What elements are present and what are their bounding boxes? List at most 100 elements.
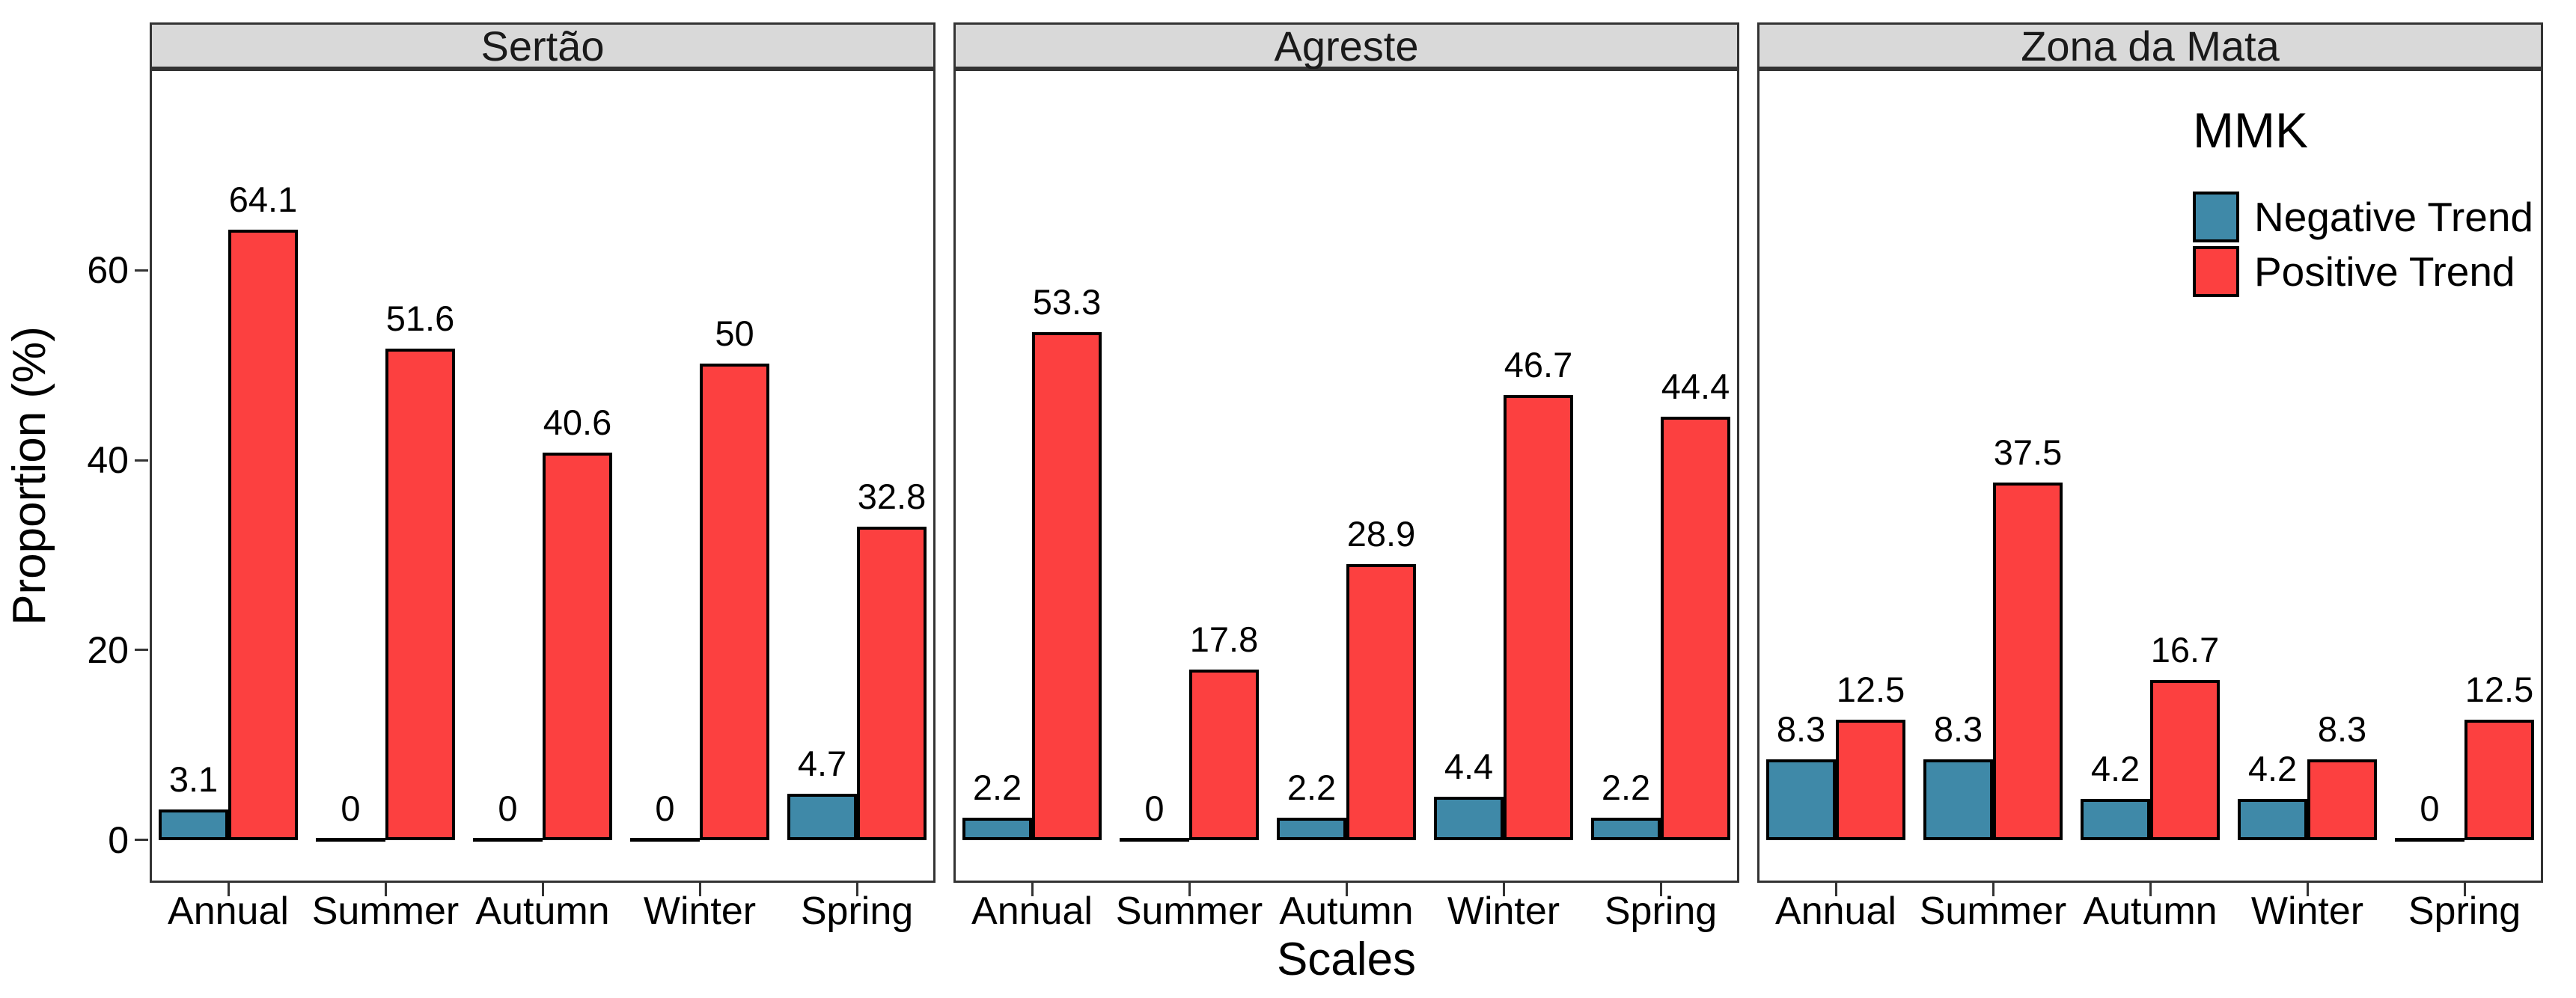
legend-key-negative-trend <box>2193 192 2239 242</box>
bar-value-label: 8.3 <box>2317 709 2367 750</box>
bar-value-label: 37.5 <box>1993 432 2063 472</box>
facet-strip-label: Zona da Mata <box>2021 22 2280 70</box>
bar-negative-trend <box>2081 798 2150 840</box>
x-tick-mark <box>541 883 544 896</box>
x-tick-mark <box>855 883 858 896</box>
bar-value-label: 4.2 <box>2090 748 2140 789</box>
bar-value-label: 17.8 <box>1189 619 1259 659</box>
bar-value-label: 40.6 <box>543 402 612 443</box>
facet-strip-agreste: Agreste <box>953 22 1739 69</box>
bar-value-label: 12.5 <box>2464 670 2534 710</box>
x-axis-title: Scales <box>1276 934 1417 985</box>
x-category-label: Annual <box>971 890 1093 933</box>
x-category-label: Annual <box>1775 890 1896 933</box>
x-category-label: Autumn <box>475 890 610 933</box>
x-tick-mark <box>698 883 701 896</box>
legend-label-negative-trend: Negative Trend <box>2254 194 2533 240</box>
bar-value-label: 64.1 <box>228 180 298 220</box>
x-tick-mark <box>1991 883 1994 896</box>
y-tick-mark <box>135 839 148 842</box>
bar-value-label: 4.7 <box>797 744 847 784</box>
bar-value-label: 16.7 <box>2150 629 2220 670</box>
bar-value-label: 2.2 <box>972 767 1022 807</box>
bar-negative-trend <box>1923 759 1993 840</box>
y-tick-mark <box>135 649 148 652</box>
bar-value-label: 2.2 <box>1287 767 1337 807</box>
x-category-label: Winter <box>643 890 757 933</box>
bar-positive-trend <box>2150 679 2220 840</box>
bar-value-label: 2.2 <box>1601 767 1651 807</box>
bar-positive-trend <box>1032 332 1102 840</box>
bar-value-label: 53.3 <box>1032 282 1102 322</box>
bar-value-label: 0 <box>341 788 361 828</box>
legend-title: MMK <box>2193 102 2308 158</box>
bar-positive-trend <box>1836 720 1905 840</box>
bar-negative-trend <box>1766 759 1836 840</box>
facet-strip-label: Sertão <box>480 22 605 70</box>
y-tick-mark <box>135 459 148 462</box>
bar-value-label: 0 <box>1144 788 1165 828</box>
x-category-label: Autumn <box>1279 890 1414 933</box>
y-tick-label: 20 <box>87 628 129 671</box>
y-tick-mark <box>135 269 148 272</box>
x-category-label: Summer <box>1919 890 2067 933</box>
x-tick-mark <box>2149 883 2152 896</box>
bar-positive-trend <box>2307 759 2377 840</box>
bar-positive-trend <box>2464 720 2534 840</box>
bar-negative-trend <box>2238 798 2307 840</box>
bar-negative-trend <box>159 809 228 840</box>
x-category-label: Spring <box>2408 890 2521 933</box>
bar-value-label: 50 <box>715 313 754 354</box>
bar-value-label: 8.3 <box>1776 709 1826 750</box>
y-tick-label: 0 <box>108 818 129 861</box>
bar-negative-trend <box>787 794 857 840</box>
bar-value-label: 28.9 <box>1346 513 1416 554</box>
bar-value-label: 51.6 <box>385 298 455 338</box>
x-tick-mark <box>384 883 387 896</box>
bar-value-label: 12.5 <box>1836 670 1905 710</box>
bar-value-label: 44.4 <box>1661 367 1730 407</box>
bar-value-label: 8.3 <box>1933 709 1983 750</box>
bar-value-label: 4.4 <box>1444 747 1494 786</box>
legend-label-positive-trend: Positive Trend <box>2254 248 2515 295</box>
bar-zero <box>630 837 700 842</box>
x-category-label: Winter <box>1447 890 1560 933</box>
y-tick-label: 40 <box>87 439 129 482</box>
facet-strip-label: Agreste <box>1274 22 1419 70</box>
x-category-label: Summer <box>311 890 460 933</box>
bar-positive-trend <box>1504 394 1573 840</box>
bar-value-label: 0 <box>655 788 675 828</box>
x-category-label: Spring <box>800 890 914 933</box>
bar-zero <box>1120 837 1189 842</box>
facet-strip-sertao: Sertão <box>150 22 936 69</box>
bar-value-label: 0 <box>2420 788 2440 828</box>
x-category-label: Summer <box>1115 890 1263 933</box>
x-category-label: Spring <box>1604 890 1718 933</box>
bar-positive-trend <box>1189 669 1259 840</box>
x-tick-mark <box>1345 883 1348 896</box>
bar-positive-trend <box>857 527 927 840</box>
x-tick-mark <box>1502 883 1505 896</box>
bar-positive-trend <box>228 230 298 840</box>
bar-positive-trend <box>543 453 612 840</box>
y-tick-label: 60 <box>87 249 129 292</box>
bar-zero <box>316 837 385 842</box>
x-tick-mark <box>2306 883 2309 896</box>
bar-zero <box>2395 837 2464 842</box>
x-tick-mark <box>227 883 230 896</box>
bar-positive-trend <box>1993 482 2063 840</box>
bar-value-label: 32.8 <box>857 477 927 517</box>
bar-value-label: 3.1 <box>168 759 219 799</box>
x-tick-mark <box>1188 883 1191 896</box>
bar-negative-trend <box>962 817 1032 840</box>
bar-value-label: 4.2 <box>2247 748 2298 789</box>
bar-positive-trend <box>1346 563 1416 840</box>
x-tick-mark <box>1834 883 1837 896</box>
bar-negative-trend <box>1277 817 1346 840</box>
x-category-label: Autumn <box>2083 890 2218 933</box>
bar-positive-trend <box>1661 417 1730 840</box>
legend-key-positive-trend <box>2193 246 2239 297</box>
facet-strip-zona-da-mata: Zona da Mata <box>1757 22 2543 69</box>
x-category-label: Winter <box>2250 890 2364 933</box>
